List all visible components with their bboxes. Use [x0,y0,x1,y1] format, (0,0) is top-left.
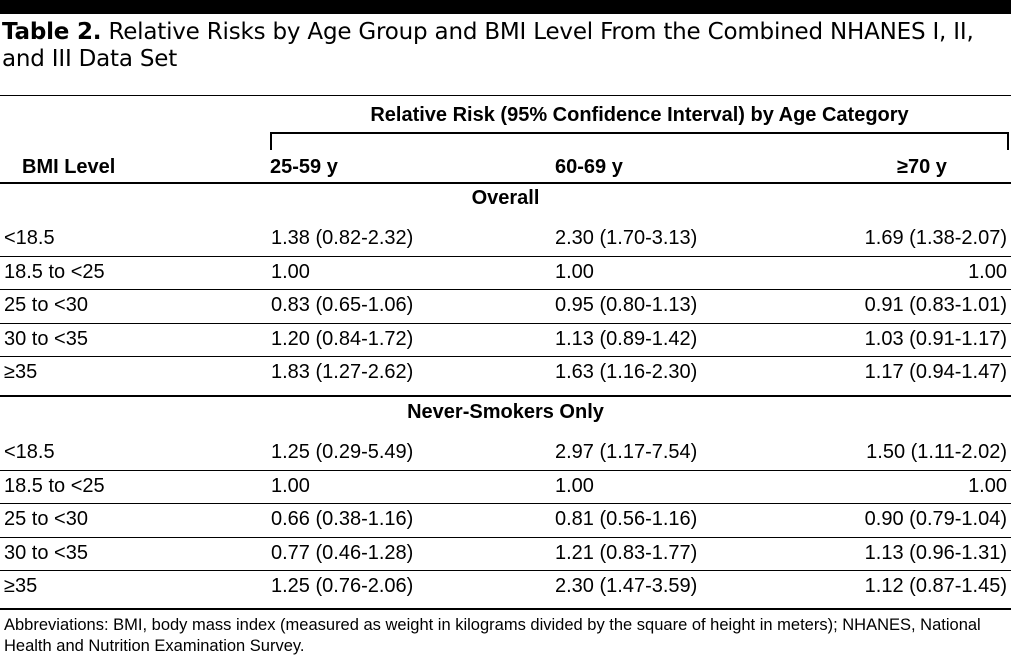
relative-risk-cell: 0.66 (0.38-1.16) [271,508,414,530]
relative-risk-cell: 1.38 (0.82-2.32) [271,227,414,249]
relative-risk-cell: 1.50 (1.11-2.02) [866,441,1007,463]
section-heading: Never-Smokers Only [407,401,604,423]
relative-risk-cell: 1.13 (0.96-1.31) [864,541,1007,564]
bmi-level-cell: 25 to <30 [4,294,88,316]
bmi-level-cell: <18.5 [4,227,55,249]
relative-risk-cell: 1.12 (0.87-1.45) [864,575,1007,597]
row-divider [0,503,1011,504]
relative-risk-cell: 1.13 (0.89-1.42) [555,327,698,350]
header-age-70-plus: ≥70 y [897,156,947,178]
row-divider [0,537,1011,538]
header-bmi-level: BMI Level [22,156,116,178]
row-divider [0,570,1011,571]
relative-risk-cell: 2.97 (1.17-7.54) [555,441,698,463]
column-spanner: Relative Risk (95% Confidence Interval) … [370,104,909,126]
bmi-level-cell: 30 to <35 [4,327,88,350]
relative-risk-cell: 1.83 (1.27-2.62) [271,361,414,383]
table-title: Table 2. Relative Risks by Age Group and… [2,19,1002,73]
bmi-level-cell: 18.5 to <25 [4,474,105,497]
top-rule [0,95,1011,96]
relative-risk-cell: 0.90 (0.79-1.04) [864,508,1007,530]
relative-risk-cell: 1.20 (0.84-1.72) [271,327,414,350]
section-heading: Overall [471,187,540,209]
bmi-level-cell: 18.5 to <25 [4,260,105,283]
relative-risk-cell: 1.00 [271,474,310,497]
relative-risk-cell: 0.91 (0.83-1.01) [864,294,1007,316]
relative-risk-cell: 0.95 (0.80-1.13) [555,294,698,316]
relative-risk-cell: 1.00 [271,260,310,283]
relative-risk-cell: 1.69 (1.38-2.07) [864,227,1007,249]
row-divider [0,256,1011,257]
relative-risk-cell: 1.00 [555,474,594,497]
relative-risk-cell: 1.25 (0.76-2.06) [271,575,414,597]
relative-risk-cell: 1.00 [968,260,1007,283]
header-rule [0,182,1011,184]
section-rule [0,395,1011,397]
relative-risk-cell: 0.83 (0.65-1.06) [271,294,414,316]
relative-risk-cell: 1.00 [555,260,594,283]
bmi-level-cell: 30 to <35 [4,541,88,564]
relative-risk-cell: 2.30 (1.47-3.59) [555,575,698,597]
table-title-label: Table 2. [2,19,102,45]
bmi-level-cell: ≥35 [4,575,38,597]
relative-risk-cell: 1.03 (0.91-1.17) [864,327,1007,350]
bmi-level-cell: ≥35 [4,361,38,383]
relative-risk-cell: 1.21 (0.83-1.77) [555,541,698,564]
relative-risk-cell: 1.63 (1.16-2.30) [555,361,698,383]
bmi-level-cell: <18.5 [4,441,55,463]
relative-risk-cell: 1.17 (0.94-1.47) [864,361,1007,383]
relative-risk-cell: 1.00 [968,474,1007,497]
row-divider [0,356,1011,357]
spanner-bracket [270,132,1009,150]
row-divider [0,470,1011,471]
header-age-25-59: 25-59 y [270,156,338,178]
top-bar [0,0,1011,14]
relative-risk-cell: 2.30 (1.70-3.13) [555,227,698,249]
relative-risk-cell: 0.81 (0.56-1.16) [555,508,698,530]
relative-risk-cell: 0.77 (0.46-1.28) [271,541,414,564]
bmi-level-cell: 25 to <30 [4,508,88,530]
relative-risk-cell: 1.25 (0.29-5.49) [271,441,414,463]
header-age-60-69: 60-69 y [555,156,623,178]
row-divider [0,289,1011,290]
bottom-rule [0,608,1011,610]
table-title-text: Relative Risks by Age Group and BMI Leve… [2,19,974,72]
row-divider [0,323,1011,324]
footnote: Abbreviations: BMI, body mass index (mea… [4,616,981,655]
